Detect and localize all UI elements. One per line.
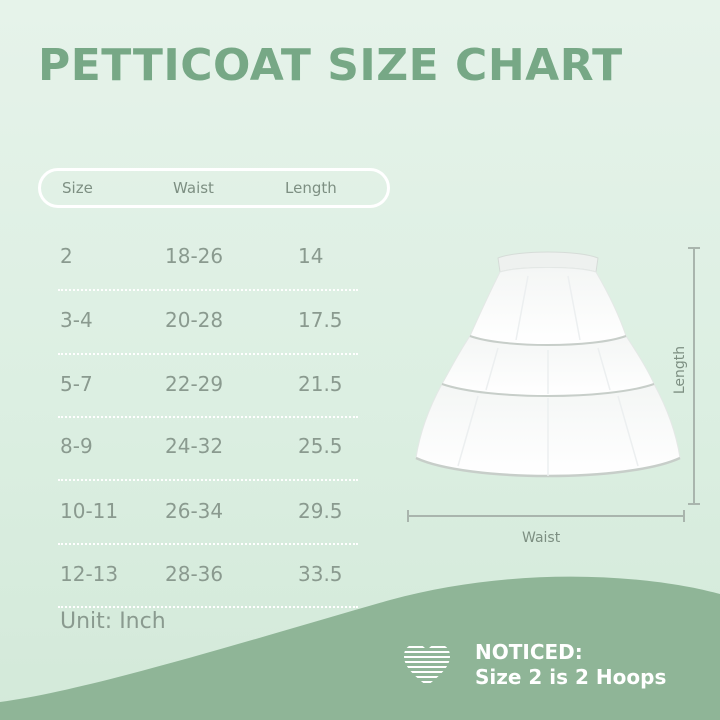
row-divider <box>58 416 358 418</box>
waist-label: Waist <box>522 530 561 546</box>
header-length: Length <box>285 179 337 197</box>
cell-size: 2 <box>60 244 73 268</box>
table-row: 3-4 20-28 17.5 <box>0 290 400 354</box>
table-row: 2 18-26 14 <box>0 226 400 290</box>
cell-size: 3-4 <box>60 308 93 332</box>
cell-waist: 22-29 <box>165 372 224 396</box>
row-divider <box>58 353 358 355</box>
cell-waist: 26-34 <box>165 499 224 523</box>
cell-waist: 20-28 <box>165 308 224 332</box>
cell-waist: 18-26 <box>165 244 224 268</box>
cell-length: 25.5 <box>298 434 343 458</box>
waist-dimension-line <box>407 510 685 522</box>
cell-size: 8-9 <box>60 434 93 458</box>
header-waist: Waist <box>173 179 214 197</box>
page-title: PETTICOAT SIZE CHART <box>38 40 623 91</box>
row-divider <box>58 606 358 608</box>
table-row: 10-11 26-34 29.5 <box>0 481 400 545</box>
cell-length: 33.5 <box>298 562 343 586</box>
cell-waist: 24-32 <box>165 434 224 458</box>
cell-length: 29.5 <box>298 499 343 523</box>
table-row: 12-13 28-36 33.5 <box>0 544 400 608</box>
cell-size: 12-13 <box>60 562 119 586</box>
table-row: 8-9 24-32 25.5 <box>0 416 400 480</box>
length-dimension-line <box>688 247 700 505</box>
petticoat-icon <box>415 251 681 478</box>
cell-length: 14 <box>298 244 324 268</box>
header-size: Size <box>62 179 93 197</box>
unit-label: Unit: Inch <box>60 609 166 634</box>
table-header-pill <box>38 168 390 208</box>
notice-text: Size 2 is 2 Hoops <box>475 665 667 689</box>
notice-title: NOTICED: <box>475 640 583 664</box>
cell-size: 5-7 <box>60 372 93 396</box>
cell-length: 21.5 <box>298 372 343 396</box>
table-row: 5-7 22-29 21.5 <box>0 354 400 418</box>
heart-icon <box>404 646 450 683</box>
length-label: Length <box>672 345 688 395</box>
row-divider <box>58 289 358 291</box>
row-divider <box>58 479 358 481</box>
cell-size: 10-11 <box>60 499 119 523</box>
cell-waist: 28-36 <box>165 562 224 586</box>
cell-length: 17.5 <box>298 308 343 332</box>
row-divider <box>58 543 358 545</box>
